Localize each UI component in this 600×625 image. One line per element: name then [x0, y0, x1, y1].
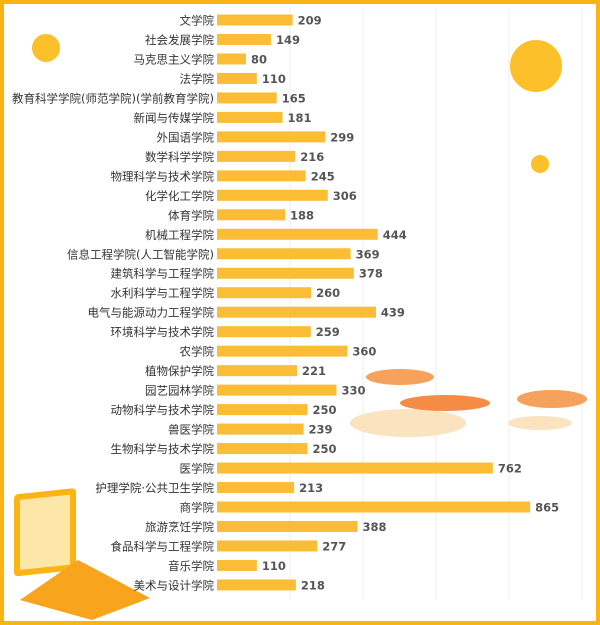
category-label: 信息工程学院(人工智能学院) [67, 247, 214, 261]
value-label: 216 [300, 150, 324, 164]
bar [217, 345, 348, 357]
bar [217, 482, 295, 494]
category-label: 美术与设计学院 [134, 578, 215, 592]
bar [217, 248, 351, 260]
cloud-decoration [350, 369, 587, 437]
value-label: 260 [316, 286, 340, 300]
bar [217, 150, 296, 162]
bar [217, 559, 257, 571]
category-label: 机械工程学院 [145, 228, 214, 242]
bar [217, 462, 493, 474]
category-label: 动物科学与技术学院 [111, 403, 215, 417]
category-label: 电气与能源动力工程学院 [88, 306, 215, 320]
bar [217, 384, 337, 396]
bar [217, 189, 328, 201]
value-label: 181 [288, 111, 312, 125]
value-label: 444 [383, 228, 407, 242]
value-label: 245 [311, 169, 335, 183]
category-label: 商学院 [180, 501, 215, 515]
value-label: 299 [330, 130, 354, 144]
value-label: 277 [322, 539, 346, 553]
category-label: 法学院 [180, 72, 215, 86]
category-label: 音乐学院 [168, 559, 214, 573]
category-label: 体育学院 [168, 208, 214, 222]
value-label: 865 [535, 501, 559, 515]
category-label: 旅游烹饪学院 [145, 520, 214, 534]
category-label: 护理学院·公共卫生学院 [95, 481, 214, 495]
value-label: 209 [298, 14, 322, 28]
bar [217, 131, 326, 143]
bar [217, 579, 296, 591]
background-lines [289, 8, 583, 600]
category-label: 兽医学院 [168, 423, 214, 437]
sun-decoration [32, 34, 562, 173]
bar [217, 209, 286, 221]
category-label: 水利科学与工程学院 [111, 286, 215, 300]
bar [217, 306, 376, 318]
value-label: 388 [362, 520, 386, 534]
category-label: 教育科学学院(师范学院)(学前教育学院) [12, 91, 214, 105]
value-label: 80 [251, 52, 267, 66]
category-label: 文学院 [180, 14, 215, 28]
bar [217, 443, 308, 455]
value-label: 218 [301, 578, 325, 592]
value-label: 250 [313, 442, 337, 456]
category-label: 化学化工学院 [145, 189, 214, 203]
bar [217, 170, 306, 182]
value-label: 306 [333, 189, 357, 203]
category-label: 物理科学与技术学院 [111, 169, 215, 183]
value-label: 330 [341, 384, 365, 398]
category-label: 园艺园林学院 [145, 384, 214, 398]
bar [217, 501, 531, 513]
category-label: 数学科学学院 [145, 150, 214, 164]
value-label: 439 [381, 306, 405, 320]
value-label: 250 [313, 403, 337, 417]
bar [217, 365, 298, 377]
bar [217, 33, 271, 45]
category-label: 医学院 [180, 462, 215, 476]
value-label: 213 [299, 481, 323, 495]
value-label: 110 [262, 559, 286, 573]
value-label: 188 [290, 208, 314, 222]
value-label: 369 [356, 247, 380, 261]
bar [217, 423, 304, 435]
category-label: 马克思主义学院 [134, 52, 215, 66]
bar [217, 404, 308, 416]
value-label: 149 [276, 33, 300, 47]
category-label: 建筑科学与工程学院 [111, 267, 215, 281]
bar [217, 228, 378, 240]
category-label: 社会发展学院 [145, 33, 214, 47]
bar [217, 92, 277, 104]
category-label: 农学院 [180, 345, 215, 359]
category-label: 生物科学与技术学院 [111, 442, 215, 456]
value-label: 165 [282, 91, 306, 105]
value-label: 762 [498, 462, 522, 476]
category-label: 环境科学与技术学院 [111, 325, 215, 339]
laptop-decoration [14, 488, 150, 620]
bar [217, 53, 246, 65]
bar [217, 540, 318, 552]
category-label: 外国语学院 [157, 130, 215, 144]
value-label: 378 [359, 267, 383, 281]
bar [217, 520, 358, 532]
bar [217, 267, 354, 279]
value-label: 239 [309, 423, 333, 437]
bar [217, 326, 311, 338]
value-label: 110 [262, 72, 286, 86]
bar [217, 14, 293, 26]
bar [217, 72, 257, 84]
bar [217, 111, 283, 123]
value-label: 360 [352, 345, 376, 359]
bar [217, 287, 312, 299]
category-label: 植物保护学院 [145, 364, 214, 378]
value-label: 259 [316, 325, 340, 339]
category-label: 新闻与传媒学院 [134, 111, 215, 125]
category-label: 食品科学与工程学院 [111, 539, 215, 553]
value-label: 221 [302, 364, 326, 378]
